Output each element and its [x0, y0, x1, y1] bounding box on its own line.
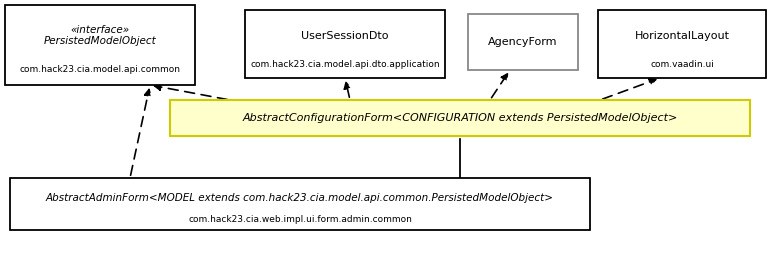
Text: AbstractAdminForm<MODEL extends com.hack23.cia.model.api.common.PersistedModelOb: AbstractAdminForm<MODEL extends com.hack… [46, 193, 554, 203]
Bar [245, 10, 445, 78]
Text: com.hack23.cia.model.api.dto.application: com.hack23.cia.model.api.dto.application [250, 60, 440, 69]
Text: HorizontalLayout: HorizontalLayout [635, 31, 729, 41]
Bar [468, 14, 578, 70]
Text: UserSessionDto: UserSessionDto [301, 31, 389, 41]
Bar [170, 100, 750, 136]
Text: «interface»
PersistedModelObject: «interface» PersistedModelObject [43, 25, 157, 46]
Bar [5, 5, 195, 85]
Bar [598, 10, 766, 78]
Text: AbstractConfigurationForm<CONFIGURATION extends PersistedModelObject>: AbstractConfigurationForm<CONFIGURATION … [243, 113, 677, 123]
Text: com.vaadin.ui: com.vaadin.ui [650, 60, 714, 69]
Text: com.hack23.cia.web.impl.ui.form.admin.common: com.hack23.cia.web.impl.ui.form.admin.co… [188, 215, 412, 224]
Bar [10, 178, 590, 230]
Text: AgencyForm: AgencyForm [488, 37, 558, 47]
Text: com.hack23.cia.model.api.common: com.hack23.cia.model.api.common [19, 64, 181, 73]
